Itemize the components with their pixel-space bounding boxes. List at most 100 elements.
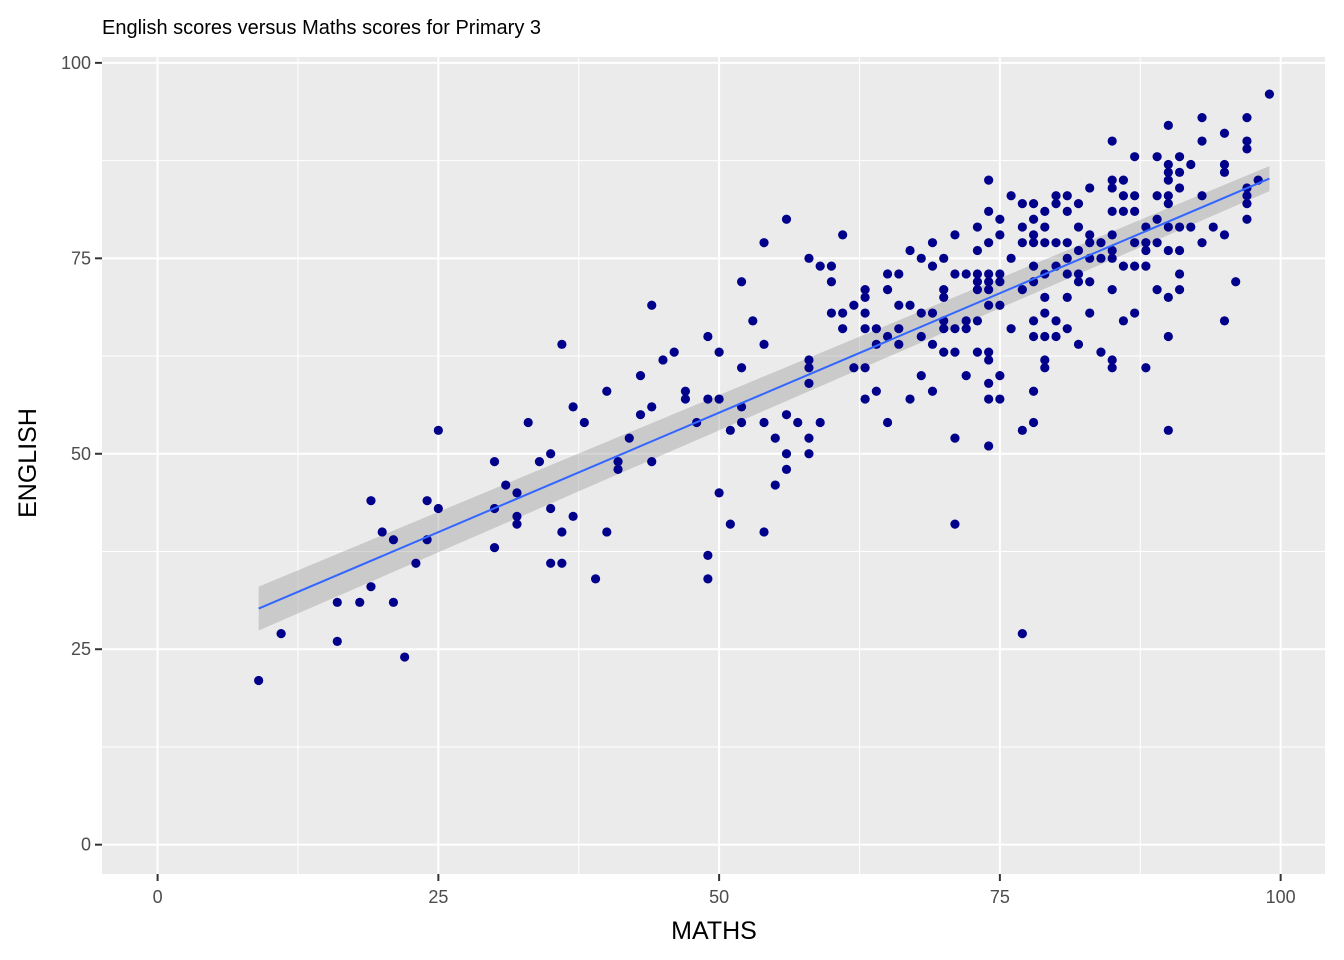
data-point bbox=[1107, 136, 1117, 146]
data-point bbox=[1242, 112, 1252, 123]
data-point bbox=[826, 308, 837, 318]
data-point bbox=[1051, 331, 1061, 342]
data-point bbox=[1163, 167, 1173, 177]
data-point bbox=[568, 511, 578, 521]
data-point bbox=[254, 675, 264, 686]
data-point bbox=[995, 300, 1005, 310]
data-point bbox=[714, 347, 724, 357]
data-point bbox=[1231, 277, 1241, 287]
data-point bbox=[972, 269, 983, 279]
data-point bbox=[366, 582, 376, 592]
data-point bbox=[972, 245, 983, 256]
data-point bbox=[927, 238, 938, 248]
data-point bbox=[1197, 191, 1207, 201]
y-tick-label: 25 bbox=[71, 639, 91, 659]
data-point bbox=[826, 277, 837, 287]
data-point bbox=[984, 238, 994, 248]
data-point bbox=[1028, 316, 1039, 326]
data-point bbox=[1141, 261, 1151, 271]
data-point bbox=[860, 308, 870, 318]
data-point bbox=[939, 324, 949, 334]
x-tick-label: 50 bbox=[709, 887, 729, 907]
data-point bbox=[939, 347, 949, 357]
y-tick-label: 75 bbox=[71, 248, 91, 268]
data-point bbox=[882, 417, 893, 428]
data-point bbox=[736, 417, 747, 428]
data-point bbox=[939, 292, 949, 303]
data-point bbox=[557, 339, 567, 349]
data-point bbox=[557, 527, 567, 537]
data-point bbox=[276, 628, 286, 639]
y-tick-label: 50 bbox=[71, 444, 91, 464]
data-point bbox=[1107, 206, 1117, 217]
data-point bbox=[1219, 230, 1230, 240]
data-point bbox=[1152, 214, 1162, 224]
data-point bbox=[972, 316, 983, 326]
data-point bbox=[1028, 214, 1039, 224]
data-point bbox=[916, 253, 926, 263]
data-point bbox=[905, 394, 915, 404]
data-point bbox=[1051, 191, 1061, 201]
data-point bbox=[849, 363, 859, 373]
data-point bbox=[1152, 152, 1162, 162]
data-point bbox=[1073, 245, 1084, 256]
data-point bbox=[793, 417, 803, 428]
data-point bbox=[1219, 316, 1230, 326]
data-point bbox=[1051, 238, 1061, 248]
data-point bbox=[984, 269, 994, 279]
data-point bbox=[714, 488, 724, 498]
data-point bbox=[950, 433, 960, 443]
data-point bbox=[984, 206, 994, 217]
data-point bbox=[1028, 417, 1039, 428]
data-point bbox=[1130, 308, 1140, 318]
data-point bbox=[804, 355, 814, 365]
data-point bbox=[894, 339, 904, 349]
data-point bbox=[1152, 238, 1162, 248]
data-point bbox=[984, 441, 994, 451]
data-point bbox=[972, 284, 983, 295]
data-point bbox=[512, 511, 522, 521]
data-point bbox=[939, 284, 949, 295]
data-point bbox=[1006, 191, 1016, 201]
data-point bbox=[995, 370, 1005, 381]
data-point bbox=[1118, 206, 1129, 217]
data-point bbox=[635, 410, 646, 420]
data-point bbox=[1085, 308, 1095, 318]
x-axis: 0 25 50 75 100 bbox=[153, 874, 1296, 907]
data-point bbox=[950, 324, 960, 334]
data-point bbox=[1028, 238, 1039, 248]
data-point bbox=[860, 324, 870, 334]
data-point bbox=[512, 488, 522, 498]
data-point bbox=[388, 535, 399, 545]
data-point bbox=[1163, 120, 1173, 131]
data-point bbox=[1174, 284, 1185, 295]
data-point bbox=[804, 378, 814, 389]
data-point bbox=[669, 347, 679, 357]
data-point bbox=[433, 425, 443, 435]
data-point bbox=[961, 370, 971, 381]
data-point bbox=[546, 449, 556, 459]
data-point bbox=[1040, 222, 1050, 232]
data-point bbox=[736, 277, 747, 287]
data-point bbox=[759, 339, 769, 349]
data-point bbox=[422, 496, 432, 506]
data-point bbox=[703, 331, 713, 342]
data-point bbox=[1174, 183, 1185, 193]
data-point bbox=[1163, 425, 1173, 435]
data-point bbox=[882, 269, 893, 279]
data-point bbox=[388, 597, 399, 607]
data-point bbox=[860, 363, 870, 373]
data-point bbox=[1040, 206, 1050, 217]
data-point bbox=[557, 558, 567, 568]
data-point bbox=[546, 558, 556, 568]
data-point bbox=[613, 464, 623, 475]
data-point bbox=[984, 394, 994, 404]
data-point bbox=[995, 230, 1005, 240]
data-point bbox=[1118, 316, 1129, 326]
data-point bbox=[939, 253, 949, 263]
data-point bbox=[1017, 628, 1027, 639]
data-point bbox=[703, 574, 713, 584]
data-point bbox=[1174, 245, 1185, 256]
data-point bbox=[950, 230, 960, 240]
data-point bbox=[1096, 238, 1106, 248]
